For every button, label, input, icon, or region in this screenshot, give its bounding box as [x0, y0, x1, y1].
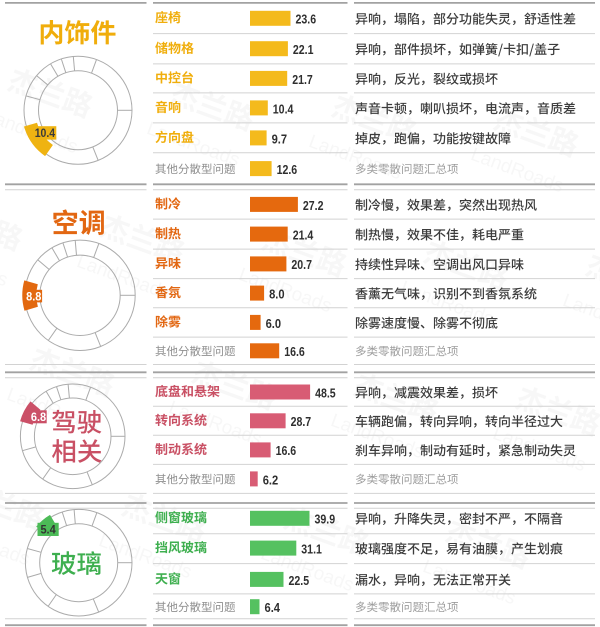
svg-text:12.6: 12.6: [277, 162, 298, 177]
svg-text:16.6: 16.6: [276, 443, 297, 458]
svg-text:39.9: 39.9: [315, 512, 336, 527]
svg-text:27.2: 27.2: [303, 198, 324, 213]
svg-text:48.5: 48.5: [315, 385, 336, 400]
svg-text:21.7: 21.7: [292, 72, 313, 87]
svg-text:6.2: 6.2: [263, 472, 279, 487]
svg-text:21.4: 21.4: [293, 228, 314, 243]
svg-text:10.4: 10.4: [273, 101, 294, 116]
svg-text:28.7: 28.7: [291, 414, 312, 429]
svg-text:6.8: 6.8: [31, 412, 47, 424]
svg-text:16.6: 16.6: [284, 344, 305, 359]
svg-text:6.0: 6.0: [266, 316, 282, 331]
svg-text:20.7: 20.7: [291, 257, 312, 272]
svg-text:22.5: 22.5: [289, 573, 310, 588]
svg-text:8.8: 8.8: [26, 291, 42, 303]
svg-text:5.4: 5.4: [40, 525, 56, 537]
svg-text:31.1: 31.1: [301, 542, 322, 557]
svg-text:10.4: 10.4: [35, 128, 56, 140]
svg-text:23.6: 23.6: [296, 12, 317, 27]
svg-text:22.1: 22.1: [293, 42, 314, 57]
svg-text:6.4: 6.4: [265, 600, 281, 615]
svg-text:8.0: 8.0: [269, 287, 285, 302]
svg-text:9.7: 9.7: [272, 131, 288, 146]
